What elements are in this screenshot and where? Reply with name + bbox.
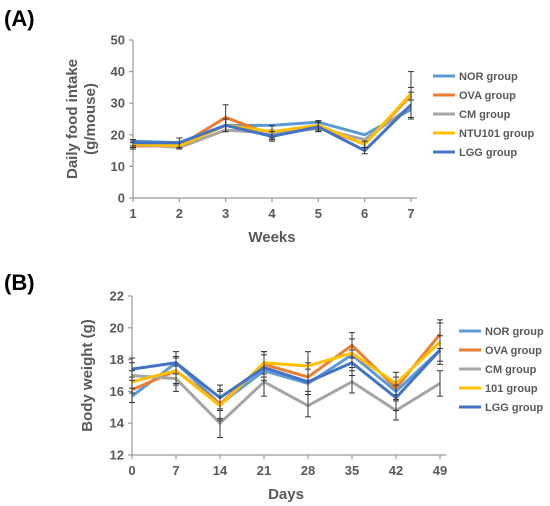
x-tick-label: 49 — [433, 463, 447, 478]
series-line — [131, 349, 442, 400]
legend-label: NOR group — [459, 71, 518, 83]
x-tick-label: 42 — [389, 463, 403, 478]
x-tick-label: 2 — [176, 206, 183, 221]
x-tick-label: 14 — [213, 463, 228, 478]
panel-a-label: (A) — [4, 6, 35, 31]
y-tick-label: 14 — [110, 416, 125, 431]
series-line — [131, 341, 442, 408]
x-tick-label: 3 — [222, 206, 229, 221]
x-tick-label: 28 — [301, 463, 315, 478]
body-weight-chart: 12 14 16 18 20 22 0 7 14 21 28 35 42 49 Days Body weigh… — [79, 289, 544, 504]
legend-label: CM group — [485, 364, 537, 376]
legend-label: LGG group — [459, 147, 517, 159]
legend-label: CM group — [459, 109, 511, 121]
y-tick-label: 30 — [111, 96, 125, 111]
x-tick-label: 6 — [361, 206, 368, 221]
y-tick-label: 0 — [118, 191, 125, 206]
y-tick-label: 16 — [110, 384, 124, 399]
legend-label: LGG group — [485, 402, 543, 414]
legend-label: OVA group — [485, 345, 542, 357]
x-axis-title: Weeks — [248, 229, 295, 246]
y-tick-label: 10 — [111, 159, 125, 174]
y-tick-label: 12 — [110, 448, 124, 463]
y-tick-label: 20 — [111, 127, 125, 142]
legend-label: NOR group — [485, 326, 544, 338]
series-lgg-group: LGG group — [129, 335, 543, 414]
x-tick-label: 7 — [172, 463, 179, 478]
x-tick-label: 35 — [345, 463, 359, 478]
food-intake-chart: 0 10 20 30 40 50 1 2 3 4 5 6 7 Weeks Daily food intake… — [64, 33, 534, 247]
y-axis-title: Body weight (g) — [79, 319, 96, 432]
series-line — [131, 374, 441, 425]
y-tick-label: 20 — [110, 320, 124, 335]
series-lgg-group: LGG group — [130, 91, 517, 159]
x-tick-label: 0 — [128, 463, 135, 478]
x-axis-title: Days — [268, 486, 304, 503]
x-tick-label: 4 — [268, 206, 276, 221]
x-tick-label: 5 — [315, 206, 322, 221]
x-tick-label: 7 — [407, 206, 414, 221]
series-nor-group: NOR group — [131, 326, 544, 406]
legend-label: 101 group — [485, 383, 538, 395]
y-tick-label: 40 — [111, 64, 125, 79]
x-tick-label: 21 — [257, 463, 271, 478]
legend-label: NTU101 group — [459, 128, 534, 140]
panel-b-label: (B) — [4, 270, 35, 295]
y-tick-label: 50 — [111, 33, 125, 48]
y-tick-label: 22 — [110, 289, 124, 304]
x-tick-label: 1 — [129, 206, 136, 221]
y-tick-label: 18 — [110, 352, 124, 367]
legend-label: OVA group — [459, 90, 516, 102]
y-axis-title: Daily food intake(g/mouse) — [64, 59, 99, 179]
